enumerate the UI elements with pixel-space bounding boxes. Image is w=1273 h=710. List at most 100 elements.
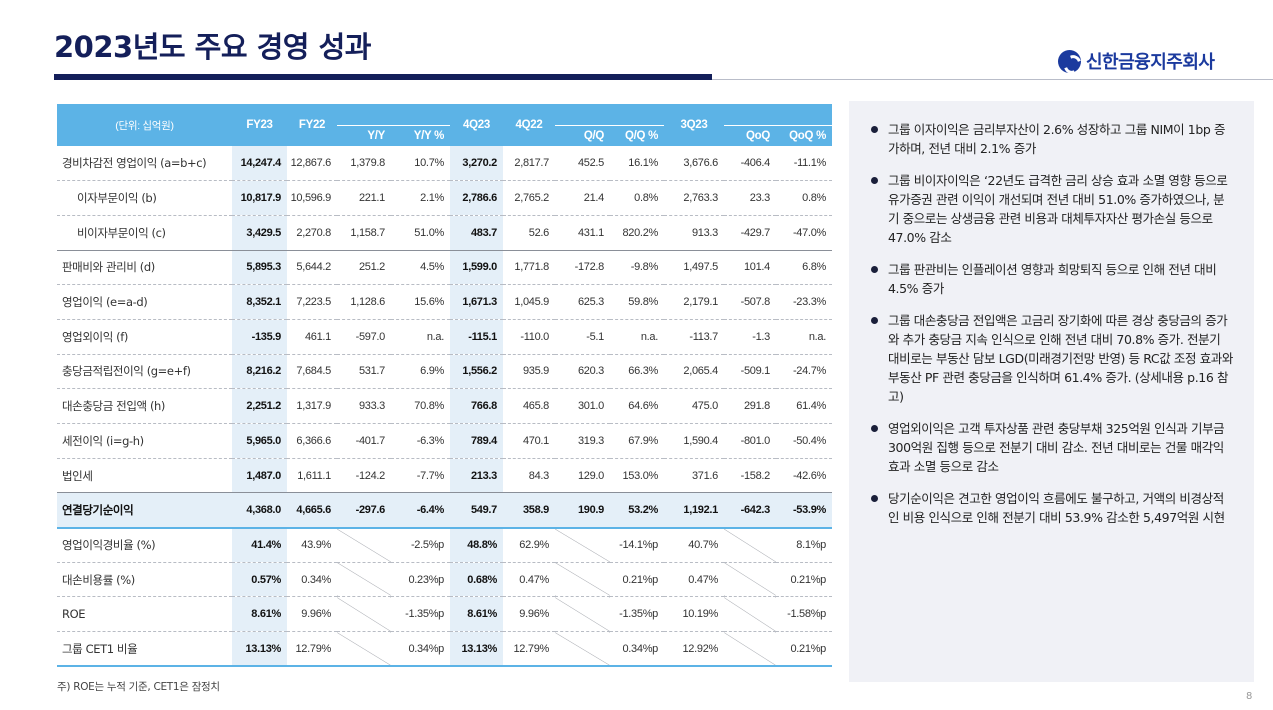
table-cell: 12.79% <box>503 631 555 668</box>
table-cell: -115.1 <box>450 319 503 355</box>
empty-slash-cell <box>555 596 610 633</box>
table-cell: 470.1 <box>503 423 555 459</box>
table-cell: 12.79% <box>287 631 337 668</box>
table-cell: -24.7% <box>776 354 832 390</box>
table-cell: 3,676.6 <box>664 146 724 182</box>
table-cell: 9.96% <box>503 596 555 633</box>
empty-slash-cell <box>724 527 776 563</box>
row-label: 그룹 CET1 비율 <box>57 631 232 668</box>
table-cell: 8,216.2 <box>232 354 287 390</box>
table-cell: -42.6% <box>776 458 832 494</box>
commentary-text: 그룹 판관비는 인플레이션 영향과 희망퇴직 등으로 인해 전년 대비 4.5%… <box>888 262 1217 296</box>
table-cell: 53.2% <box>610 492 664 529</box>
table-row: 충당금적립전이익 (g=e+f) 8,216.2 7,684.5 531.7 6.9% 1… <box>57 354 832 390</box>
table-cell: 153.0% <box>610 458 664 494</box>
col-header-yy-pct: Y/Y % <box>391 125 450 146</box>
table-cell: 84.3 <box>503 458 555 494</box>
title-underline-bar <box>54 74 712 80</box>
table-cell: 549.7 <box>450 492 503 529</box>
table-cell: 7,223.5 <box>287 284 337 320</box>
table-cell: 0.23%p <box>391 562 450 598</box>
table-cell: 16.1% <box>610 146 664 182</box>
table-cell: 2,817.7 <box>503 146 555 182</box>
table-cell: 2,763.3 <box>664 180 724 216</box>
commentary-item: 그룹 판관비는 인플레이션 영향과 희망퇴직 등으로 인해 전년 대비 4.5%… <box>869 260 1234 298</box>
table-row: 연결당기순이익 4,368.0 4,665.6 -297.6 -6.4% 549.7 358… <box>57 492 832 529</box>
table-row: 이자부문이익 (b) 10,817.9 10,596.9 221.1 2.1% 2,786… <box>57 180 832 216</box>
company-logo: 신한금융지주회사 <box>1058 48 1215 74</box>
commentary-text: 영업외이익은 고객 투자상품 관련 충당부채 325억원 인식과 기부금 300… <box>888 421 1225 474</box>
table-cell: 1,556.2 <box>450 354 503 390</box>
table-cell: -135.9 <box>232 319 287 355</box>
table-cell: 9.96% <box>287 596 337 633</box>
table-cell: 5,644.2 <box>287 250 337 286</box>
table-cell: 1,158.7 <box>337 215 391 251</box>
bullet-dot-icon <box>871 126 878 133</box>
row-label: 법인세 <box>57 458 232 494</box>
table-cell: -401.7 <box>337 423 391 459</box>
bullet-dot-icon <box>871 317 878 324</box>
table-cell: -110.0 <box>503 319 555 355</box>
commentary-text: 그룹 이자이익은 금리부자산이 2.6% 성장하고 그룹 NIM이 1bp 증가… <box>888 122 1226 156</box>
table-cell: 12,867.6 <box>287 146 337 182</box>
page-title: 2023년도 주요 경영 성과 <box>54 30 371 64</box>
row-label: 영업이익 (e=a-d) <box>57 284 232 320</box>
table-cell: 61.4% <box>776 388 832 424</box>
row-label: 연결당기순이익 <box>57 492 232 529</box>
empty-slash-cell <box>337 562 391 598</box>
table-cell: 2,270.8 <box>287 215 337 251</box>
table-cell: 5,965.0 <box>232 423 287 459</box>
table-cell: 933.3 <box>337 388 391 424</box>
table-cell: 7,684.5 <box>287 354 337 390</box>
table-cell: -429.7 <box>724 215 776 251</box>
table-cell: 10,596.9 <box>287 180 337 216</box>
commentary-text: 그룹 대손충당금 전입액은 고금리 장기화에 따른 경상 충당금의 증가와 추가… <box>888 313 1234 404</box>
table-cell: 21.4 <box>555 180 610 216</box>
col-header-4q23: 4Q23 <box>450 104 503 146</box>
table-cell: 1,317.9 <box>287 388 337 424</box>
table-cell: -23.3% <box>776 284 832 320</box>
table-cell: 129.0 <box>555 458 610 494</box>
commentary-text: 그룹 비이자이익은 ‘22년도 급격한 금리 상승 효과 소멸 영향 등으로 유… <box>888 173 1228 245</box>
row-label: 대손비용률 (%) <box>57 562 232 598</box>
row-label: 이자부문이익 (b) <box>57 180 232 216</box>
table-cell: -801.0 <box>724 423 776 459</box>
table-cell: 8.61% <box>450 596 503 633</box>
table-cell: 8.1%p <box>776 527 832 563</box>
table-cell: 3,270.2 <box>450 146 503 182</box>
bullet-dot-icon <box>871 425 878 432</box>
table-cell: 2,786.6 <box>450 180 503 216</box>
table-cell: 64.6% <box>610 388 664 424</box>
table-cell: 935.9 <box>503 354 555 390</box>
table-cell: -50.4% <box>776 423 832 459</box>
table-cell: 0.47% <box>664 562 724 598</box>
table-cell: -6.4% <box>391 492 450 529</box>
table-cell: 3,429.5 <box>232 215 287 251</box>
table-cell: 1,599.0 <box>450 250 503 286</box>
table-cell: -9.8% <box>610 250 664 286</box>
table-cell: 12.92% <box>664 631 724 668</box>
table-cell: -406.4 <box>724 146 776 182</box>
table-row: 그룹 CET1 비율 13.13% 12.79% 0.34%p 13.13% 12.79%… <box>57 631 832 668</box>
logo-text: 신한금융지주회사 <box>1086 52 1215 73</box>
table-cell: 10.19% <box>664 596 724 633</box>
table-cell: -1.35%p <box>610 596 664 633</box>
col-header-yy: Y/Y <box>337 125 391 146</box>
table-cell: 10,817.9 <box>232 180 287 216</box>
col-header-3q23: 3Q23 <box>664 104 724 146</box>
table-cell: 820.2% <box>610 215 664 251</box>
table-cell: -2.5%p <box>391 527 450 563</box>
table-cell: -642.3 <box>724 492 776 529</box>
table-row: 영업외이익 (f) -135.9 461.1 -597.0 n.a. -115.1 -110… <box>57 319 832 355</box>
table-cell: 1,771.8 <box>503 250 555 286</box>
table-cell: 2,765.2 <box>503 180 555 216</box>
row-label: 비이자부문이익 (c) <box>57 215 232 251</box>
table-cell: -172.8 <box>555 250 610 286</box>
table-cell: -1.58%p <box>776 596 832 633</box>
table-cell: 0.21%p <box>776 631 832 668</box>
row-label: 대손충당금 전입액 (h) <box>57 388 232 424</box>
table-body: 경비차감전 영업이익 (a=b+c) 14,247.4 12,867.6 1,379.… <box>57 146 832 668</box>
table-cell: 1,192.1 <box>664 492 724 529</box>
table-cell: 0.68% <box>450 562 503 598</box>
table-cell: 4.5% <box>391 250 450 286</box>
